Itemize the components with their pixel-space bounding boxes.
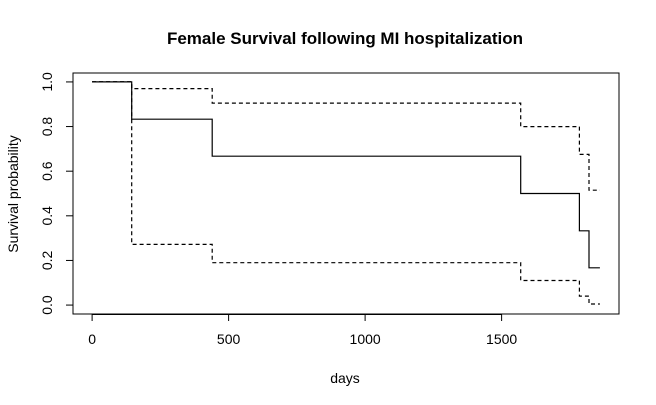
series-layer xyxy=(92,81,600,305)
chart-title: Female Survival following MI hospitaliza… xyxy=(167,29,523,48)
y-tick-label: 1.0 xyxy=(39,72,55,92)
y-tick-label: 0.2 xyxy=(39,251,55,271)
series-upper-ci-line xyxy=(92,81,600,191)
y-axis: 0.0 0.2 0.4 0.6 0.8 1.0 xyxy=(39,72,74,315)
y-axis-label: Survival probability xyxy=(5,135,21,253)
y-tick-label: 0.4 xyxy=(39,206,55,226)
series-lower-ci-line xyxy=(92,81,600,305)
x-tick-label: 1000 xyxy=(350,331,381,347)
x-axis-label: days xyxy=(330,370,360,386)
x-tick-label: 0 xyxy=(88,331,96,347)
y-tick-label: 0.6 xyxy=(39,161,55,181)
y-tick-label: 0.0 xyxy=(39,295,55,315)
x-tick-label: 1500 xyxy=(486,331,517,347)
series-estimate-line xyxy=(92,81,600,269)
x-tick-label: 500 xyxy=(217,331,241,347)
y-tick-label: 0.8 xyxy=(39,117,55,137)
x-axis: 0 500 1000 1500 xyxy=(88,314,517,347)
